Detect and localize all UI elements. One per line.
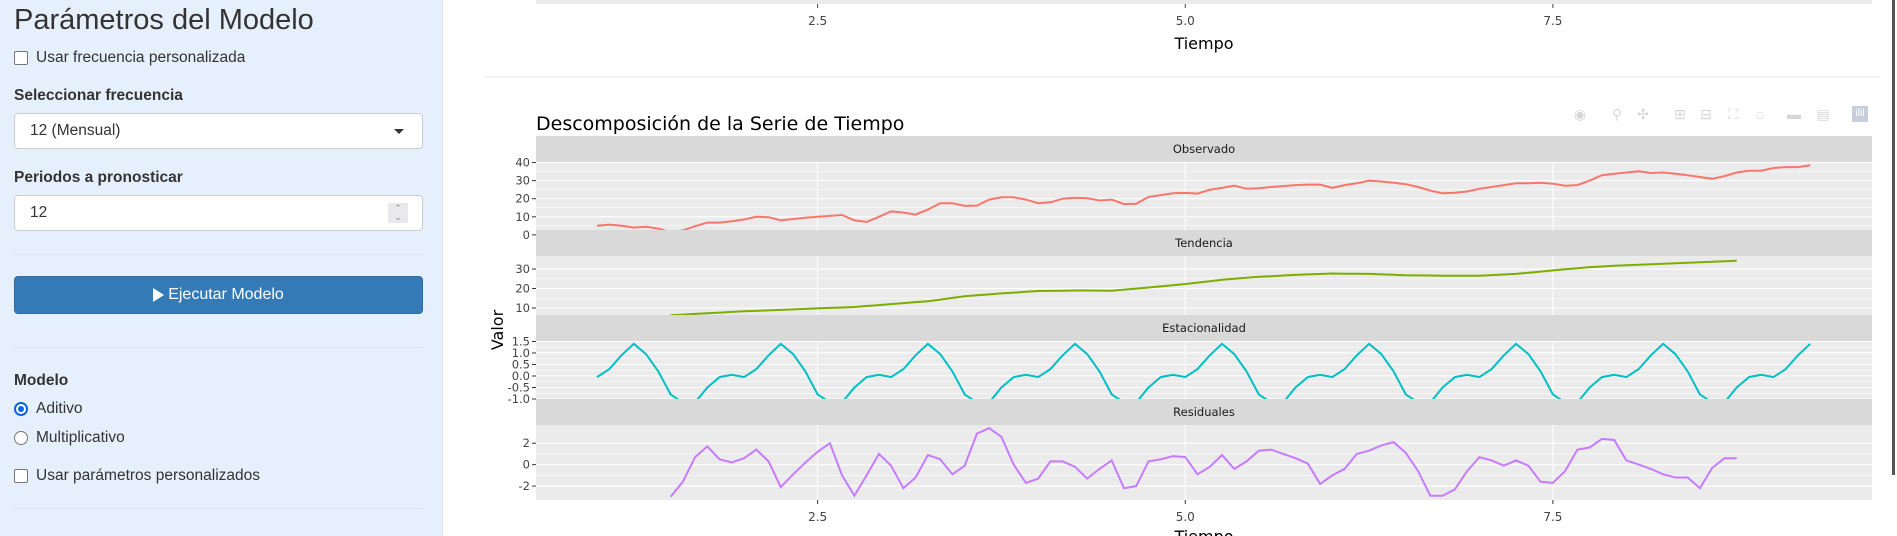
periods-label: Periodos a pronosticar [14,169,183,186]
chart-title: Descomposición de la Serie de Tiempo [536,113,904,135]
y-tick-label: 30 [515,262,530,276]
custom-frequency-label: Usar frecuencia personalizada [36,49,246,66]
series-line-residuales [669,427,1737,498]
y-tick-label: 20 [515,192,530,206]
y-tick-label: 0.0 [512,369,530,383]
top-chart-plot-area [536,0,1872,4]
caret-down-icon [394,129,404,134]
y-tick-label: 30 [515,174,530,188]
run-model-button[interactable]: Ejecutar Modelo [14,276,423,314]
top-x-tick-label: 2.5 [808,14,827,28]
scrollbar[interactable] [1892,0,1895,475]
panel-background [536,256,1872,315]
custom-params-label: Usar parámetros personalizados [36,467,260,484]
pan-icon[interactable]: ✣ [1637,106,1649,122]
panel-strip-label: Tendencia [1174,236,1233,250]
panel-strip [536,315,1872,341]
model-label: Modelo [14,372,69,389]
frequency-select-value: 12 (Mensual) [30,122,121,139]
sidebar: Parámetros del Modelo Usar frecuencia pe… [0,0,443,536]
panel-strip-label: Observado [1173,142,1235,156]
top-x-tick-label: 7.5 [1543,14,1562,28]
camera-icon[interactable]: ◉ [1573,106,1587,122]
y-tick-label: -0.5 [508,380,530,394]
panel-residuales: -2 0 2 Residuales [519,399,1872,500]
frequency-select[interactable]: 12 (Mensual) [14,113,423,149]
panel-strip-label: Estacionalidad [1162,321,1246,335]
panel-background [536,425,1872,500]
y-tick-label: 1.5 [512,334,530,348]
panel-strip-label: Residuales [1173,405,1235,419]
series-line-observado [596,164,1811,230]
y-tick-label: 40 [515,156,530,170]
model-radio-multiplicative[interactable]: Multiplicativo [14,429,125,447]
y-tick-label: 1.0 [512,346,530,360]
divider [14,508,423,509]
zoom-in-icon[interactable]: ⊞ [1674,106,1686,122]
divider [14,254,423,255]
custom-params-checkbox-row[interactable]: Usar parámetros personalizados [14,467,260,485]
spinner-icon[interactable]: ⌃ ⌄ [388,203,408,223]
radio-multiplicative-label: Multiplicativo [36,429,125,446]
y-tick-label: 10 [515,210,530,224]
y-tick-label: 0.5 [512,357,530,371]
radio-multiplicative[interactable] [14,431,28,445]
run-model-label: Ejecutar Modelo [168,286,284,303]
zoom-out-icon[interactable]: ⊟ [1700,106,1712,122]
y-tick-label: 0 [523,458,530,472]
play-icon [153,288,165,302]
panel-strip [536,230,1872,256]
panel-strip [536,136,1872,162]
home-icon[interactable]: ⌂ [1755,106,1765,122]
hover-closest-icon[interactable]: ▬ [1787,106,1801,122]
plotly-logo-icon[interactable]: ilil [1852,106,1868,122]
panel-estacionalidad: -1.0-0.50.00.51.01.5 Estacionalidad [508,315,1872,406]
x-tick-label: 2.5 [808,510,827,524]
top-chart-x-axis-label: Tiempo [1173,34,1233,53]
y-tick-label: -1.0 [508,392,530,406]
panel-observado: 0 10 20 30 40 Observado [515,136,1872,242]
x-tick-label: 5.0 [1176,510,1195,524]
radio-additive-label: Aditivo [36,400,83,417]
sidebar-title: Parámetros del Modelo [14,4,314,36]
x-tick-label: 7.5 [1543,510,1562,524]
series-line-tendencia [670,259,1737,315]
hover-compare-icon[interactable]: ▤ [1816,106,1830,122]
y-tick-label: 20 [515,282,530,296]
custom-params-checkbox[interactable] [14,469,28,483]
top-x-tick-label: 5.0 [1176,14,1195,28]
model-radio-additive[interactable]: Aditivo [14,400,83,418]
frequency-label: Seleccionar frecuencia [14,87,183,104]
y-tick-label: 10 [515,301,530,315]
divider [14,347,423,348]
series-line-estacionalidad [596,342,1811,399]
custom-frequency-checkbox-row[interactable]: Usar frecuencia personalizada [14,49,245,67]
panel-tendencia: 10 20 30 Tendencia [515,230,1872,315]
zoom-icon[interactable]: ⚲ [1611,106,1623,122]
y-tick-label: -2 [519,479,530,493]
autoscale-icon[interactable]: ⛶ [1728,106,1738,122]
custom-frequency-checkbox[interactable] [14,51,28,65]
x-axis-label: Tiempo [1173,527,1233,536]
y-axis-label: Valor [488,309,507,350]
y-tick-label: 0 [523,228,530,242]
radio-additive[interactable] [14,402,28,416]
y-tick-label: 2 [523,436,530,450]
periods-input-value: 12 [30,204,48,221]
panel-strip [536,399,1872,425]
periods-input[interactable]: 12 ⌃ ⌄ [14,195,423,231]
